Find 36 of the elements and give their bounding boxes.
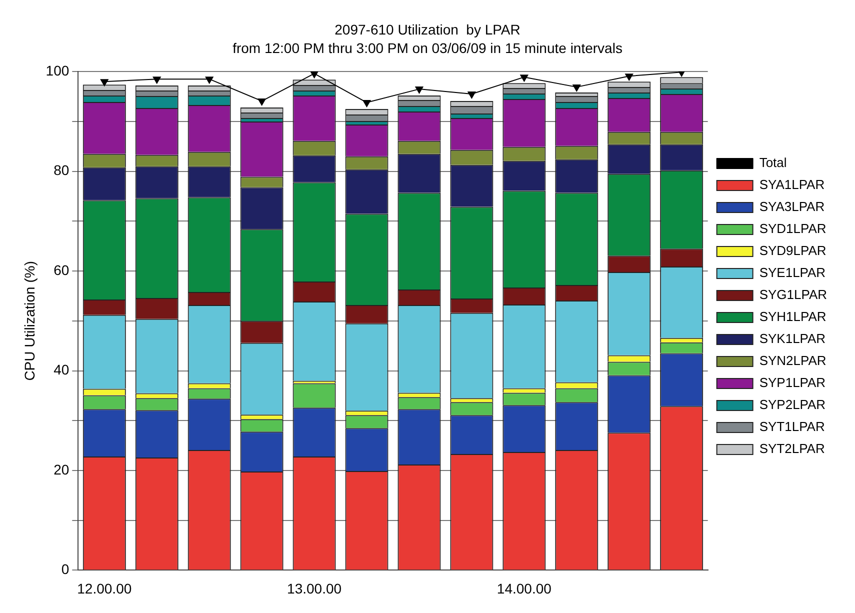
legend-label: SYP1LPAR — [759, 375, 826, 390]
chart-subtitle: from 12:00 PM thru 3:00 PM on 03/06/09 in 15 minute intervals — [232, 40, 622, 56]
y-tick-label: 80 — [54, 162, 70, 178]
chart-title: 2097-610 Utilization by LPAR — [334, 21, 520, 38]
x-tick-label: 12.00.00 — [77, 580, 132, 596]
legend-label: SYD1LPAR — [759, 221, 826, 236]
point — [572, 84, 581, 92]
x-tick-label: 14.00.00 — [496, 580, 552, 596]
point — [258, 98, 266, 106]
legend-label: SYD9LPAR — [759, 243, 826, 258]
legend-label: SYA3LPAR — [759, 199, 825, 214]
legend-label: SYP2LPAR — [759, 397, 826, 412]
legend-label: SYK1LPAR — [759, 331, 826, 346]
y-tick-label: 100 — [46, 62, 70, 78]
legend-label: Total — [759, 155, 787, 170]
legend-label: SYG1LPAR — [759, 287, 828, 302]
point — [100, 79, 108, 86]
legend-label: SYT2LPAR — [759, 441, 825, 456]
legend-label: SYN2LPAR — [759, 353, 826, 368]
point — [520, 74, 528, 82]
point — [415, 86, 424, 94]
y-tick-label: 60 — [54, 262, 70, 278]
point — [152, 76, 161, 84]
y-tick-label: 0 — [61, 561, 70, 578]
legend-label: SYH1LPAR — [759, 309, 826, 324]
point — [468, 92, 476, 99]
point — [625, 74, 634, 81]
y-axis-title: CPU Utilization (%) — [21, 260, 38, 381]
legend-label: SYE1LPAR — [759, 265, 826, 280]
legend-label: SYA1LPAR — [759, 177, 825, 192]
y-tick-label: 20 — [54, 461, 70, 478]
x-tick-label: 13.00.00 — [287, 580, 342, 596]
legend-label: SYT1LPAR — [759, 419, 825, 434]
y-tick-label: 40 — [54, 362, 70, 378]
point — [362, 100, 371, 108]
point — [205, 76, 214, 84]
